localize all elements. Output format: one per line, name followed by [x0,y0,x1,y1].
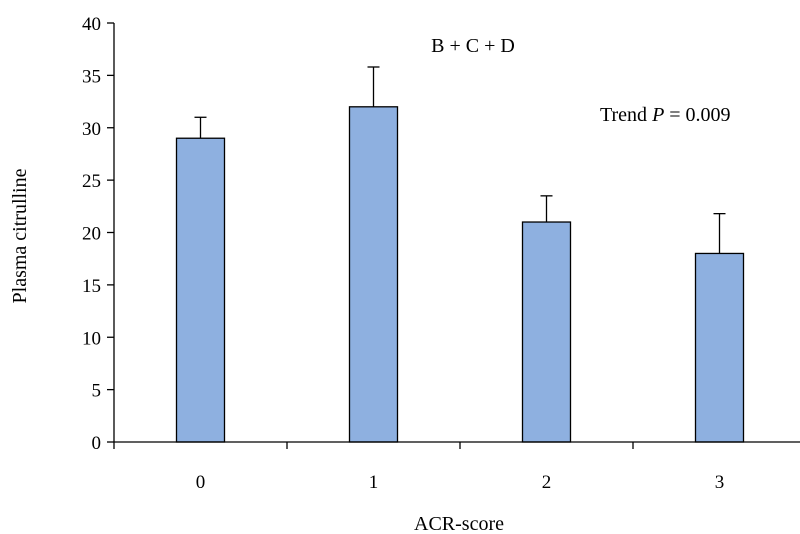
y-axis-title: Plasma citrulline [9,168,31,303]
x-axis-ticks: 0 1 2 3 [113,442,725,493]
y-tick-label: 40 [82,14,101,35]
y-axis-ticks: 0 5 10 15 20 25 30 35 40 [82,14,114,454]
x-tick-label: 3 [715,472,725,493]
x-tick-label: 1 [369,472,379,493]
x-tick-label: 0 [196,472,206,493]
y-tick-label: 10 [82,328,101,349]
bar [348,106,399,443]
bars [175,106,745,443]
y-tick-label: 30 [82,119,101,140]
y-tick-label: 25 [82,171,101,192]
error-bars [194,66,726,254]
trend-prefix: Trend [600,104,652,126]
y-tick-label: 20 [82,224,101,245]
x-axis-title: ACR-score [414,513,504,534]
bar [694,252,745,443]
y-tick-label: 0 [92,433,102,454]
trend-annotation: Trend P = 0.009 [600,104,731,126]
y-tick-label: 15 [82,276,101,297]
y-tick-label: 5 [92,381,102,402]
group-annotation: B + C + D [431,35,515,57]
y-tick-label: 35 [82,66,101,87]
bar [175,137,226,443]
trend-value: = 0.009 [664,104,730,126]
bar [521,221,572,443]
x-tick-label: 2 [542,472,552,493]
trend-p-symbol: P [651,104,664,126]
